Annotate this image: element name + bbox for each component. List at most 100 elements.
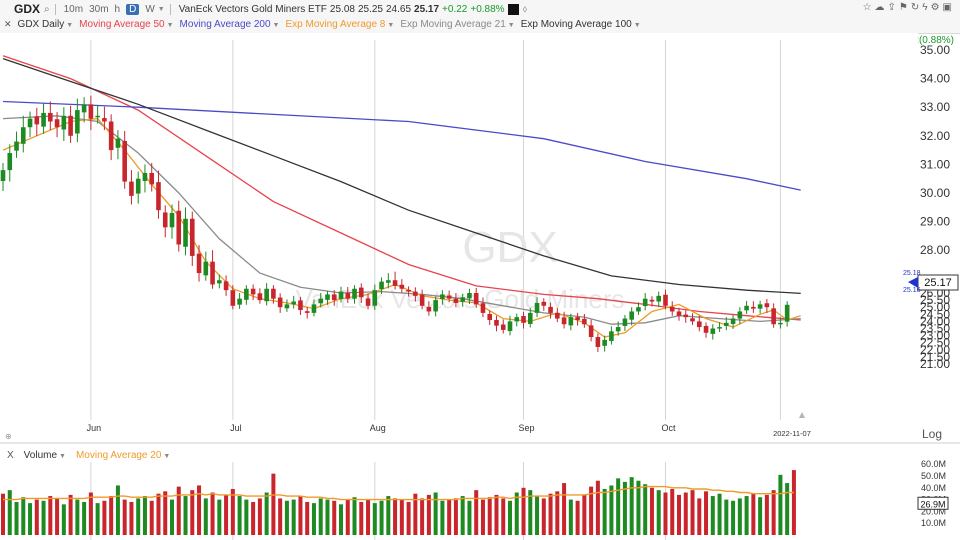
volume-bar [677,494,681,535]
volume-bar [14,501,19,535]
timeframe-30m[interactable]: 30m [89,3,109,15]
volume-ma-label[interactable]: Moving Average 20 ▼ [75,449,171,461]
indicator-gdx-daily[interactable]: GDX Daily ▼ [17,19,74,30]
log-toggle[interactable]: Log [922,427,942,441]
candle-body [392,280,398,286]
candle-body [277,297,283,308]
volume-bar [284,500,289,535]
lightning-icon[interactable]: ϟ [922,2,928,13]
candle-body [413,291,418,296]
candle-body [122,140,127,182]
timeframe-h[interactable]: h [114,3,121,15]
color-swatch-icon[interactable] [507,3,519,15]
volume-bar [197,485,202,535]
volume-bar [589,486,594,535]
volume-bar [136,498,141,535]
volume-bar [535,496,540,535]
candle-body [683,314,689,318]
candle-body [291,301,296,305]
volume-bar [785,483,790,535]
volume-label[interactable]: Volume ▼ [23,449,66,461]
tag-icon[interactable]: ⬨ [522,3,528,15]
volume-close-icon[interactable]: X [7,449,14,461]
collapse-icon[interactable]: ✕ [4,19,12,29]
candle-body [561,317,567,325]
volume-current-label: 26.9M [920,499,945,509]
candle-body [669,306,675,312]
timeframe-w[interactable]: W [145,3,155,15]
candle-body [406,289,411,292]
candle-body [230,290,236,306]
candle-body [325,294,330,300]
volume-bar [55,498,60,535]
candle-body [419,294,425,306]
volume-bar [636,480,641,535]
candle-body [162,212,168,228]
candle-body [629,311,634,320]
chevron-down-icon[interactable]: ▼ [157,5,165,13]
price-tick-label: 31.00 [920,157,950,171]
indicator-ema100[interactable]: Exp Moving Average 100 ▼ [520,19,641,30]
volume-bar [48,496,53,535]
volume-ma-line [3,485,794,501]
volume-bar [399,499,404,535]
divider [169,3,171,15]
candle-body [595,337,601,347]
candle-body [696,321,702,328]
volume-bar [704,491,709,535]
price-tick-label: 34.00 [920,72,950,86]
candle-body [460,297,465,302]
search-icon[interactable]: ⌕ [44,3,50,15]
indicator-ma200[interactable]: Moving Average 200 ▼ [179,19,280,30]
candle-body [115,138,121,148]
symbol-label[interactable]: GDX [14,2,41,16]
volume-bar [501,498,506,535]
candle-body [183,218,188,247]
timeframe-10m[interactable]: 10m [63,3,84,15]
volume-bar [764,494,769,535]
last-price-label: 25.17 [924,277,952,289]
settings-icon[interactable]: ⚙ [930,2,940,13]
cloud-icon[interactable]: ☁ [874,2,885,13]
month-tick-label: Jul [230,423,242,433]
high-value: 25.25 [357,3,383,15]
candle-body [663,294,668,306]
star-icon[interactable]: ☆ [862,2,872,13]
volume-bar [311,503,316,535]
candle-body [582,318,587,325]
scroll-up-icon[interactable] [799,412,805,418]
volume-bar [616,478,621,535]
candle-body [54,119,60,128]
share-icon[interactable]: ⇪ [887,2,896,13]
price-axis[interactable]: 21.0021.5022.0022.5023.0023.5024.0024.50… [920,43,950,371]
volume-bar [170,499,174,535]
refresh-icon[interactable]: ↻ [910,2,920,13]
volume-bar [433,492,438,535]
volume-bar [244,499,249,535]
indicator-ema8[interactable]: Exp Moving Average 8 ▼ [285,19,395,30]
price-tick-label: 24.00 [920,314,950,328]
indicator-ma50[interactable]: Moving Average 50 ▼ [79,19,174,30]
volume-bar [210,492,215,535]
volume-bar [366,499,371,535]
timeframe-d[interactable]: D [126,3,140,15]
candle-body [0,170,6,181]
candle-body [318,298,324,304]
indicator-ema21[interactable]: Exp Moving Average 21 ▼ [400,19,515,30]
close-value: 25.17 [414,3,440,15]
candle-body [108,121,114,151]
volume-bar [352,497,357,535]
candle-body [473,293,479,305]
candle-body [196,253,202,274]
zoom-icon[interactable]: ⊕ [5,432,12,441]
candle-body [48,112,53,122]
flag-icon[interactable]: ⚑ [898,2,908,13]
window-icon[interactable]: ▣ [942,2,952,13]
date-axis[interactable]: Jun Jul Aug Sep Oct [87,423,676,433]
candle-body [217,280,222,284]
candle-body [41,112,46,127]
volume-bar [1,493,5,535]
volume-bar [156,493,161,535]
volume-bar [649,487,654,535]
